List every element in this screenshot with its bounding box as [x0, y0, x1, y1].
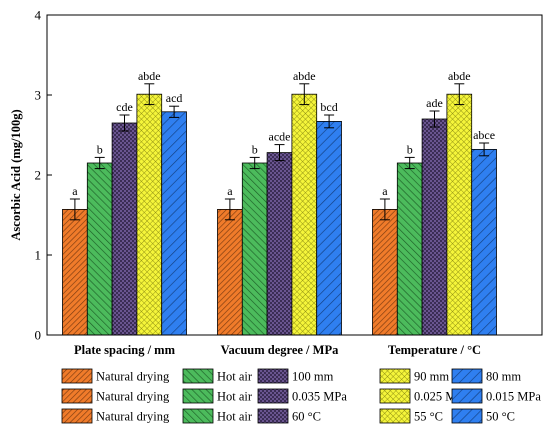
legend-swatch	[182, 408, 214, 424]
legend-label: Natural drying	[96, 390, 170, 404]
legend-swatch	[379, 388, 411, 404]
bar	[62, 208, 88, 336]
legend-label: Hot air	[217, 390, 253, 404]
bar	[217, 208, 243, 336]
significance-letter: acd	[166, 91, 183, 105]
legend-swatch	[379, 368, 411, 384]
y-tick-label: 2	[35, 168, 42, 183]
group-labels: Plate spacing / mm Vacuum degree / MPa Tem…	[74, 343, 481, 357]
legend-label: 80 mm	[486, 370, 521, 384]
bar	[316, 121, 342, 336]
bar	[86, 162, 113, 336]
legend-label: 55 °C	[414, 410, 443, 424]
legend-swatch	[451, 368, 483, 384]
legend-swatch	[257, 368, 289, 384]
significance-letter: a	[382, 184, 388, 198]
bar	[111, 122, 138, 336]
significance-letter: a	[227, 184, 233, 198]
significance-letter: abce	[473, 128, 495, 142]
y-tick-label: 3	[35, 88, 42, 103]
legend-label: 0.035 MPa	[292, 390, 347, 404]
bar	[471, 148, 497, 336]
significance-letter: abde	[448, 69, 471, 83]
bar	[372, 208, 398, 336]
y-tick-label: 4	[35, 8, 42, 23]
legend-label: Natural drying	[96, 370, 170, 384]
significance-letter: acde	[269, 130, 291, 144]
bar	[136, 93, 163, 336]
legend-label: Hot air	[217, 410, 253, 424]
bar	[161, 111, 187, 336]
legend-swatch	[61, 368, 93, 384]
y-tick-label: 0	[35, 328, 42, 343]
legend: Natural drying Hot air 100 mm 90 mm 80 mm Nat…	[61, 368, 541, 424]
legend-swatch	[61, 388, 93, 404]
legend-label: 90 mm	[414, 370, 449, 384]
y-axis-label: Ascorbic Acid (mg/100g)	[9, 109, 23, 240]
group-label: Vacuum degree / MPa	[221, 343, 339, 357]
significance-letter: b	[407, 142, 413, 156]
legend-swatch	[257, 388, 289, 404]
legend-label: 0.015 MPa	[486, 390, 541, 404]
y-tick-label: 1	[35, 248, 42, 263]
legend-label: 50 °C	[486, 410, 515, 424]
bar	[291, 93, 318, 336]
y-axis-ticks: 0 1 2 3 4	[35, 8, 52, 343]
legend-swatch	[182, 368, 214, 384]
significance-letter: a	[72, 184, 78, 198]
legend-label: Hot air	[217, 370, 253, 384]
legend-swatch	[451, 408, 483, 424]
plot-frame	[46, 14, 543, 336]
legend-label: 60 °C	[292, 410, 321, 424]
significance-letter: abde	[293, 69, 316, 83]
legend-swatch	[451, 388, 483, 404]
significance-letter: b	[252, 142, 258, 156]
legend-swatch	[182, 388, 214, 404]
legend-swatch	[257, 408, 289, 424]
legend-label: Natural drying	[96, 410, 170, 424]
legend-label: 100 mm	[292, 370, 334, 384]
significance-letter: ade	[426, 96, 443, 110]
group-label: Plate spacing / mm	[74, 343, 176, 357]
legend-swatch	[379, 408, 411, 424]
significance-letter: abde	[138, 69, 161, 83]
bar	[266, 152, 293, 336]
significance-letter: b	[97, 142, 103, 156]
bar	[446, 93, 473, 336]
group-label: Temperature / °C	[388, 343, 481, 357]
significance-letter: cde	[116, 100, 133, 114]
bar	[421, 118, 448, 336]
bar	[241, 162, 268, 336]
legend-swatch	[61, 408, 93, 424]
significance-letter: bcd	[320, 100, 337, 114]
bar	[396, 162, 423, 336]
